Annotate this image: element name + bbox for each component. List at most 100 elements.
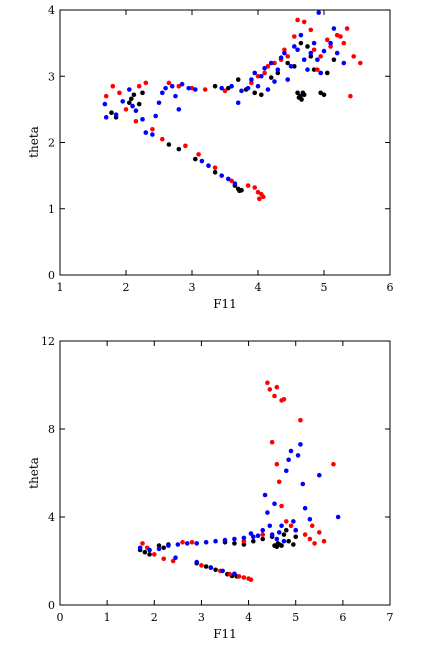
- data-point: [130, 103, 135, 109]
- data-point: [140, 541, 145, 546]
- x-tick-label: 7: [387, 611, 394, 624]
- data-point: [103, 93, 109, 99]
- data-point: [241, 575, 247, 580]
- y-tick-label: 1: [48, 203, 55, 216]
- y-axis-label: theta: [27, 126, 41, 158]
- data-point: [259, 92, 264, 98]
- data-point: [222, 537, 228, 543]
- data-point: [318, 54, 324, 59]
- data-point: [173, 555, 178, 560]
- data-point: [275, 70, 281, 76]
- data-point: [265, 87, 271, 92]
- data-point: [318, 70, 324, 76]
- y-tick-label: 4: [48, 4, 55, 17]
- data-point: [335, 514, 341, 520]
- data-point: [321, 538, 327, 544]
- x-tick-label: 0: [57, 611, 64, 624]
- data-point: [321, 92, 327, 98]
- data-point: [293, 534, 299, 540]
- x-tick-label: 2: [151, 611, 158, 624]
- data-point: [109, 110, 114, 115]
- data-point: [276, 530, 282, 535]
- x-axis-label: F11: [213, 297, 237, 311]
- x-axis-label: F11: [213, 627, 237, 641]
- data-point: [260, 536, 266, 542]
- data-point: [282, 50, 287, 56]
- data-point: [341, 40, 347, 46]
- data-point: [260, 527, 266, 533]
- data-point: [285, 54, 291, 59]
- data-point: [229, 178, 234, 184]
- data-point: [194, 541, 200, 546]
- data-point: [274, 461, 280, 467]
- data-point: [203, 564, 209, 569]
- data-point: [156, 546, 162, 552]
- data-point: [142, 549, 148, 555]
- data-point: [281, 532, 287, 537]
- data-point: [269, 532, 275, 537]
- data-point: [227, 571, 233, 577]
- y-tick-label: 4: [48, 511, 55, 524]
- data-point: [147, 552, 152, 557]
- data-point: [156, 100, 162, 106]
- data-point: [161, 556, 167, 562]
- data-point: [245, 85, 251, 91]
- data-point: [328, 40, 333, 46]
- data-point: [184, 541, 190, 546]
- data-point: [199, 158, 205, 164]
- data-point: [281, 397, 287, 402]
- data-point: [278, 55, 284, 60]
- data-point: [133, 119, 139, 124]
- data-point: [328, 44, 333, 49]
- y-tick-label: 8: [48, 423, 55, 436]
- data-point: [295, 90, 300, 96]
- data-point: [262, 66, 267, 71]
- data-point: [161, 545, 167, 551]
- data-point: [226, 85, 231, 91]
- data-point: [202, 87, 208, 92]
- data-point: [275, 67, 281, 72]
- data-point: [285, 60, 291, 66]
- data-point: [140, 117, 145, 122]
- data-point: [301, 92, 307, 98]
- data-point: [286, 538, 291, 544]
- data-points: [102, 10, 363, 202]
- data-point: [143, 130, 149, 135]
- data-point: [298, 32, 304, 38]
- data-point: [286, 457, 291, 463]
- y-tick-label: 0: [48, 269, 55, 282]
- data-point: [331, 57, 337, 62]
- data-point: [293, 527, 299, 533]
- data-point: [338, 34, 343, 39]
- data-point: [110, 83, 116, 89]
- data-point: [268, 75, 274, 80]
- data-point: [199, 563, 204, 568]
- data-point: [282, 47, 287, 53]
- data-point: [219, 173, 224, 178]
- data-point: [321, 48, 327, 54]
- data-point: [153, 113, 158, 119]
- y-tick-label: 3: [48, 70, 55, 83]
- data-point: [285, 77, 291, 82]
- data-point: [298, 442, 303, 447]
- data-point: [176, 83, 182, 89]
- data-point: [235, 77, 241, 82]
- data-point: [307, 536, 313, 542]
- data-point: [173, 93, 178, 99]
- data-point: [117, 90, 122, 96]
- data-point: [265, 64, 271, 69]
- data-point: [292, 44, 297, 49]
- data-point: [169, 83, 175, 89]
- data-point: [255, 189, 261, 195]
- data-point: [176, 107, 182, 112]
- data-point: [232, 536, 237, 542]
- data-point: [279, 543, 284, 548]
- data-point: [250, 534, 256, 540]
- data-point: [265, 380, 270, 386]
- data-point: [166, 543, 171, 548]
- data-point: [179, 81, 185, 87]
- data-point: [298, 40, 304, 46]
